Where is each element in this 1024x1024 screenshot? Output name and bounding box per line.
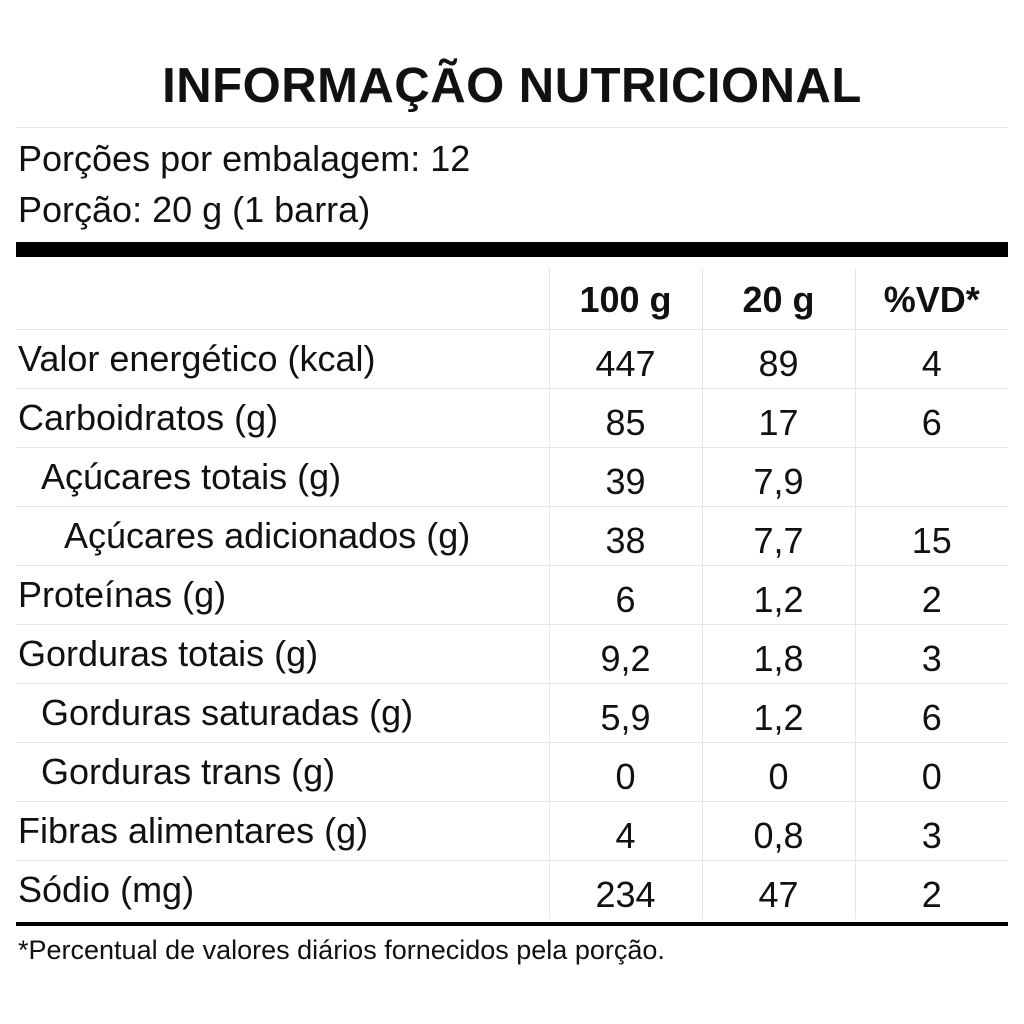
value-per-100g: 5,9	[548, 683, 702, 743]
table-row: Sódio (mg) 234 47 2	[16, 860, 1008, 919]
table-row: Gorduras trans (g) 0 0 0	[16, 742, 1008, 802]
table-row: Açúcares adicionados (g) 38 7,7 15	[16, 506, 1008, 566]
header-daily-value: %VD*	[854, 268, 1008, 330]
table-row: Açúcares totais (g) 39 7,9	[16, 447, 1008, 507]
header-per-100g: 100 g	[548, 268, 702, 330]
nutrient-name: Valor energético (kcal)	[16, 329, 549, 389]
nutrition-facts-label: INFORMAÇÃO NUTRICIONAL Porções por embal…	[16, 0, 1008, 1024]
value-daily-value: 6	[854, 388, 1008, 448]
table-row: Proteínas (g) 6 1,2 2	[16, 565, 1008, 625]
nutrition-table: 100 g 20 g %VD* Valor energético (kcal) 4…	[16, 268, 1008, 919]
value-per-portion: 1,8	[701, 624, 855, 684]
header-blank-cell	[16, 268, 549, 330]
header-per-portion: 20 g	[701, 268, 855, 330]
value-daily-value: 6	[854, 683, 1008, 743]
table-row: Gorduras saturadas (g) 5,9 1,2 6	[16, 683, 1008, 743]
value-per-100g: 4	[548, 801, 702, 861]
value-daily-value: 2	[854, 860, 1008, 919]
value-per-100g: 0	[548, 742, 702, 802]
value-per-portion: 1,2	[701, 683, 855, 743]
nutrient-name: Açúcares adicionados (g)	[16, 506, 549, 566]
footnote: *Percentual de valores diários fornecido…	[18, 935, 665, 965]
value-per-portion: 0	[701, 742, 855, 802]
value-per-portion: 7,7	[701, 506, 855, 566]
value-per-portion: 1,2	[701, 565, 855, 625]
value-per-100g: 39	[548, 447, 702, 507]
table-body: Valor energético (kcal) 447 89 4 Carboidrato…	[16, 329, 1008, 919]
value-per-portion: 0,8	[701, 801, 855, 861]
thick-divider	[16, 242, 1008, 257]
value-daily-value	[854, 447, 1008, 507]
value-per-100g: 38	[548, 506, 702, 566]
value-per-100g: 6	[548, 565, 702, 625]
value-daily-value: 3	[854, 801, 1008, 861]
table-row: Valor energético (kcal) 447 89 4	[16, 329, 1008, 389]
nutrient-name: Gorduras totais (g)	[16, 624, 549, 684]
value-per-portion: 7,9	[701, 447, 855, 507]
value-per-100g: 234	[548, 860, 702, 919]
servings-per-package: Porções por embalagem: 12	[18, 138, 471, 179]
nutrient-name: Gorduras saturadas (g)	[16, 683, 549, 743]
value-per-portion: 89	[701, 329, 855, 389]
value-per-portion: 17	[701, 388, 855, 448]
value-daily-value: 2	[854, 565, 1008, 625]
value-per-100g: 85	[548, 388, 702, 448]
value-per-100g: 447	[548, 329, 702, 389]
value-daily-value: 15	[854, 506, 1008, 566]
table-header-row: 100 g 20 g %VD*	[16, 268, 1008, 330]
table-row: Gorduras totais (g) 9,2 1,8 3	[16, 624, 1008, 684]
nutrient-name: Proteínas (g)	[16, 565, 549, 625]
value-daily-value: 3	[854, 624, 1008, 684]
serving-size: Porção: 20 g (1 barra)	[18, 189, 371, 230]
bottom-divider	[16, 922, 1008, 926]
value-daily-value: 4	[854, 329, 1008, 389]
nutrient-name: Fibras alimentares (g)	[16, 801, 549, 861]
label-title: INFORMAÇÃO NUTRICIONAL	[162, 59, 862, 113]
value-daily-value: 0	[854, 742, 1008, 802]
nutrient-name: Carboidratos (g)	[16, 388, 549, 448]
nutrient-name: Sódio (mg)	[18, 868, 195, 910]
table-row: Fibras alimentares (g) 4 0,8 3	[16, 801, 1008, 861]
nutrient-name: Gorduras trans (g)	[16, 742, 549, 802]
table-row: Carboidratos (g) 85 17 6	[16, 388, 1008, 448]
nutrient-name: Açúcares totais (g)	[16, 447, 549, 507]
value-per-portion: 47	[701, 860, 855, 919]
title-divider	[16, 127, 1008, 128]
value-per-100g: 9,2	[548, 624, 702, 684]
